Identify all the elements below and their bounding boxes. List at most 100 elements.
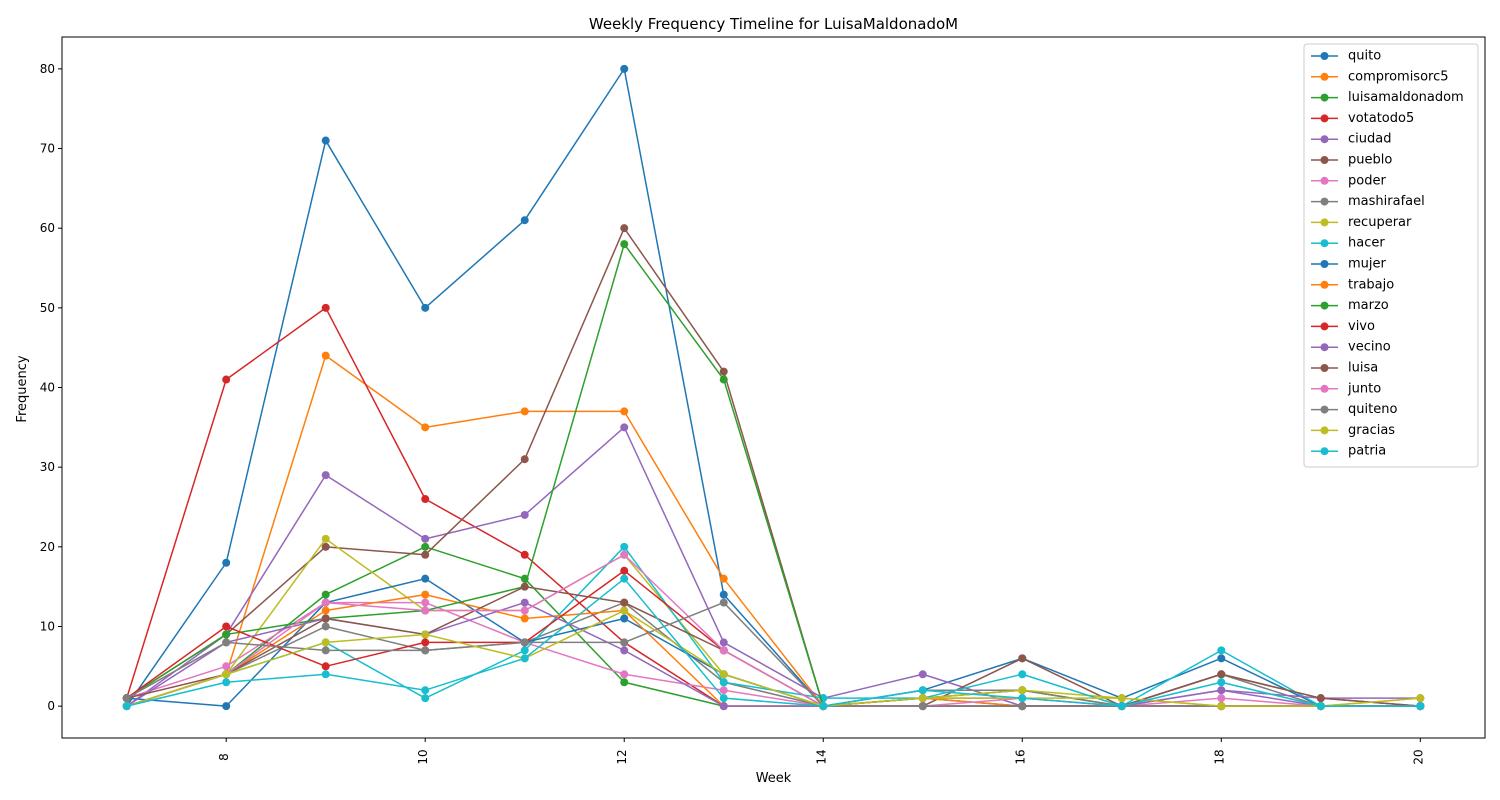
data-point [421,423,430,432]
legend-label: junto [1347,381,1381,396]
legend-swatch-marker [1320,156,1329,164]
legend-label: recuperar [1348,215,1412,230]
data-point [918,686,927,695]
legend: quito compromisorc5 luisamaldonadom votatod… [1303,43,1479,468]
data-point [620,598,629,607]
data-point [620,423,629,432]
y-tick-label: 70 [40,142,55,156]
y-tick-label: 10 [40,619,55,633]
legend-label: patria [1348,444,1386,459]
legend-swatch-marker [1320,384,1329,393]
data-point [620,678,629,687]
data-point [719,686,728,695]
data-point [421,303,430,312]
data-point [1217,702,1226,711]
series-line [126,601,1421,707]
data-point [421,630,430,639]
legend-item-luisa: luisa [1311,361,1378,376]
legend-swatch-marker [1320,239,1329,248]
y-tick-label: 80 [40,62,55,76]
legend-swatch-marker [1320,322,1329,331]
series-line [126,68,1421,707]
legend-label: luisa [1348,361,1378,376]
data-point [222,638,231,647]
data-point [620,224,629,233]
legend-swatch-marker [1320,135,1329,144]
legend-item-trabajo: trabajo [1311,277,1394,292]
data-point [918,702,927,711]
data-point [321,303,330,312]
data-point [1316,702,1325,711]
data-point [719,702,728,711]
data-point [421,574,430,583]
legend-label: pueblo [1348,153,1392,168]
data-point [1217,678,1226,687]
data-point [620,566,629,575]
legend-item-quiteno: quiteno [1311,402,1397,417]
y-axis-label: Frequency [15,355,30,422]
data-point [421,495,430,504]
legend-label: gracias [1348,423,1395,438]
legend-item-marzo: marzo [1311,298,1389,313]
data-point [1018,702,1027,711]
data-point [321,136,330,145]
legend-item-patria: patria [1311,444,1386,459]
legend-label: compromisorc5 [1348,69,1449,84]
legend-swatch-marker [1320,364,1329,372]
data-point [719,375,728,384]
legend-item-ciudad: ciudad [1311,132,1391,147]
legend-swatch-marker [1320,93,1329,102]
legend-swatch-marker [1320,72,1329,81]
plot-area: 8 10 12 14 16 18 20 0 10 20 30 40 50 60 70 80 [40,36,1486,765]
legend-item-mujer: mujer [1311,257,1387,272]
legend-item-mashirafael: mashirafael [1311,194,1425,209]
data-point [520,407,529,416]
data-point [620,614,629,623]
data-point [421,606,430,615]
data-point [719,574,728,583]
legend-item-votatodo5: votatodo5 [1311,111,1414,126]
data-point [719,670,728,679]
data-point [1018,670,1027,679]
data-point [321,622,330,631]
data-point [321,598,330,607]
data-point [719,367,728,376]
y-axis: 0 10 20 30 40 50 60 70 80 [40,62,62,713]
legend-label: mashirafael [1348,194,1425,209]
legend-label: vecino [1348,340,1391,355]
data-point [222,702,231,711]
data-point [222,630,231,639]
data-point [421,646,430,655]
data-point [520,598,529,607]
legend-label: vivo [1348,319,1375,334]
legend-item-recuperar: recuperar [1311,215,1412,230]
data-point [1217,670,1226,679]
data-point [719,638,728,647]
data-point [222,558,231,567]
data-point [620,606,629,615]
data-point [719,590,728,599]
x-tick-label: 10 [416,749,430,764]
data-point [421,686,430,695]
legend-swatch-marker [1320,343,1329,352]
data-point [520,606,529,615]
data-point [620,574,629,583]
data-point [421,542,430,551]
legend-label: luisamaldonadom [1348,90,1464,105]
data-point [1416,702,1425,711]
data-point [1217,694,1226,703]
data-point [1117,702,1126,711]
legend-item-vecino: vecino [1311,340,1391,355]
data-point [620,64,629,73]
chart-title: Weekly Frequency Timeline for LuisaMaldo… [589,15,958,33]
data-point [1018,654,1027,663]
data-point [620,407,629,416]
y-tick-label: 60 [40,221,55,235]
data-point [1416,694,1425,703]
data-point [222,375,231,384]
x-tick-label: 8 [217,753,231,761]
data-point [421,550,430,559]
data-point [321,471,330,480]
data-point [520,510,529,519]
